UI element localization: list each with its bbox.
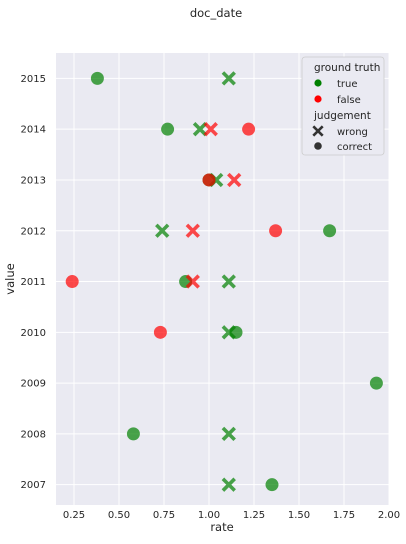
legend-box <box>301 56 385 156</box>
y-tick-label: 2015 <box>21 74 46 85</box>
y-tick-label: 2012 <box>21 226 46 237</box>
legend-false-marker <box>314 95 322 103</box>
data-point-wrong <box>155 223 170 238</box>
legend-correct-marker <box>314 142 322 150</box>
data-point-wrong <box>185 274 200 289</box>
y-tick-label: 2014 <box>21 125 46 136</box>
x-tick-label: 0.25 <box>63 510 85 521</box>
y-axis-label: value <box>3 263 17 294</box>
legend-correct-label: correct <box>337 142 372 153</box>
legend-wrong-label: wrong <box>337 127 368 138</box>
x-tick-label: 0.50 <box>108 510 130 521</box>
data-point-wrong <box>221 274 236 289</box>
data-point-wrong <box>185 223 200 238</box>
legend-false-label: false <box>337 95 361 106</box>
data-point-correct <box>323 224 337 238</box>
data-point-wrong <box>221 325 236 340</box>
data-point-correct <box>65 275 79 289</box>
chart-title: doc_date <box>190 6 242 20</box>
legend-true-label: true <box>337 79 358 90</box>
data-point-correct <box>202 173 216 187</box>
y-tick-label: 2013 <box>21 175 46 186</box>
x-tick-labels: 0.25 0.50 0.75 1.00 1.25 1.50 1.75 2.00 <box>63 510 400 521</box>
x-tick-label: 1.50 <box>288 510 310 521</box>
y-tick-label: 2008 <box>21 429 46 440</box>
data-point-correct <box>369 376 383 390</box>
x-tick-label: 1.75 <box>333 510 355 521</box>
x-axis-label: rate <box>210 520 233 534</box>
data-point-wrong <box>221 477 236 492</box>
x-tick-label: 1.00 <box>198 510 220 521</box>
data-point-wrong <box>221 71 236 86</box>
data-point-correct <box>90 71 104 85</box>
x-tick-label: 1.25 <box>243 510 265 521</box>
data-point-correct <box>242 122 256 136</box>
data-points <box>65 71 383 492</box>
y-tick-label: 2009 <box>21 379 46 390</box>
data-point-wrong <box>203 122 218 137</box>
x-tick-label: 0.75 <box>153 510 175 521</box>
data-point-correct <box>161 122 175 136</box>
y-tick-label: 2010 <box>21 328 46 339</box>
legend-wrong-marker <box>312 125 324 137</box>
data-point-correct <box>269 224 283 238</box>
data-point-wrong <box>192 122 208 137</box>
data-point-correct <box>265 478 279 492</box>
data-point-wrong <box>221 426 236 442</box>
legend-true-marker <box>314 79 322 87</box>
legend: ground truth true false judgement wrong … <box>301 56 385 156</box>
y-tick-label: 2007 <box>21 480 46 491</box>
y-tick-labels: 2007 2008 2009 2010 2011 2012 2013 2014 2015 <box>21 74 46 491</box>
y-tick-label: 2011 <box>21 277 46 288</box>
data-point-correct <box>126 427 140 441</box>
legend-style-title: judgement <box>313 110 371 122</box>
x-tick-label: 2.00 <box>378 510 400 521</box>
legend-hue-title: ground truth <box>314 62 380 74</box>
data-point-correct <box>153 325 167 339</box>
data-point-wrong <box>227 172 242 188</box>
